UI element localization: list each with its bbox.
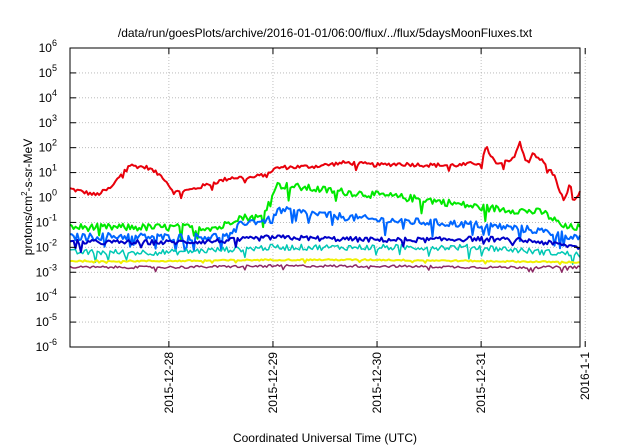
y-tick-base: 10 [39, 91, 53, 105]
y-tick-exp: -3 [49, 262, 57, 272]
y-tick-exp: 0 [52, 188, 57, 198]
y-tick-base: 10 [39, 116, 53, 130]
y-tick-label: 10-1 [36, 212, 57, 229]
series-layer [69, 140, 581, 273]
y-tick-base: 10 [39, 141, 53, 155]
y-tick-base: 10 [36, 315, 50, 329]
y-tick-labels: 10-610-510-410-310-210-11001011021031041… [36, 38, 57, 354]
y-tick-exp: 5 [52, 63, 57, 73]
y-tick-exp: 3 [52, 113, 57, 123]
y-tick-exp: -6 [49, 337, 57, 347]
series-line-5 [69, 234, 581, 253]
series-line-4 [70, 243, 581, 265]
x-tick-label: 2016-1-1 [578, 352, 592, 400]
axes [69, 47, 586, 348]
series-line-1 [69, 140, 581, 202]
y-tick-base: 10 [39, 41, 53, 55]
y-tick-base: 10 [36, 290, 50, 304]
y-tick-label: 103 [39, 113, 57, 130]
y-tick-label: 10-5 [36, 312, 57, 329]
y-tick-exp: 6 [52, 38, 57, 48]
y-tick-base: 10 [39, 191, 53, 205]
y-tick-exp: 1 [52, 163, 57, 173]
y-tick-exp: -4 [49, 287, 57, 297]
y-tick-label: 101 [39, 163, 57, 180]
y-tick-label: 106 [39, 38, 57, 55]
y-axis-label-base: protons/cm [21, 196, 35, 255]
x-axis-label: Coordinated Universal Time (UTC) [233, 431, 417, 445]
y-axis-label: protons/cm2-s-sr-MeV [20, 139, 35, 255]
grid [70, 48, 586, 347]
y-tick-base: 10 [39, 166, 53, 180]
y-tick-label: 10-3 [36, 262, 57, 279]
y-tick-label: 10-4 [36, 287, 57, 304]
y-tick-label: 100 [39, 188, 57, 205]
y-tick-label: 10-2 [36, 237, 57, 254]
y-tick-base: 10 [39, 66, 53, 80]
y-tick-label: 102 [39, 138, 57, 155]
chart-title: /data/run/goesPlots/archive/2016-01-01/0… [118, 26, 533, 40]
y-tick-label: 10-6 [36, 337, 57, 354]
x-tick-label: 2015-12-30 [370, 352, 384, 414]
y-tick-label: 104 [39, 88, 57, 105]
y-tick-exp: -2 [49, 237, 57, 247]
y-tick-base: 10 [36, 215, 50, 229]
y-axis-label-sup: 2 [20, 191, 29, 196]
series-line-3 [70, 206, 581, 252]
x-tick-labels: 2015-12-28 2015-12-29 2015-12-30 2015-12-31… [162, 352, 592, 414]
y-tick-label: 105 [39, 63, 57, 80]
y-tick-exp: 2 [52, 138, 57, 148]
plot-frame [69, 47, 581, 348]
y-tick-base: 10 [36, 265, 50, 279]
x-tick-label: 2015-12-29 [266, 352, 280, 414]
y-axis-label-rest: -s-sr-MeV [21, 139, 35, 192]
y-tick-base: 10 [36, 240, 50, 254]
series-line-7 [69, 264, 581, 273]
y-tick-exp: -1 [49, 212, 57, 222]
series-line-2 [69, 181, 581, 242]
series-line-6 [69, 258, 581, 266]
x-tick-label: 2015-12-28 [162, 352, 176, 414]
x-tick-label: 2015-12-31 [474, 352, 488, 414]
y-tick-exp: -5 [49, 312, 57, 322]
y-tick-base: 10 [36, 340, 50, 354]
y-tick-exp: 4 [52, 88, 57, 98]
